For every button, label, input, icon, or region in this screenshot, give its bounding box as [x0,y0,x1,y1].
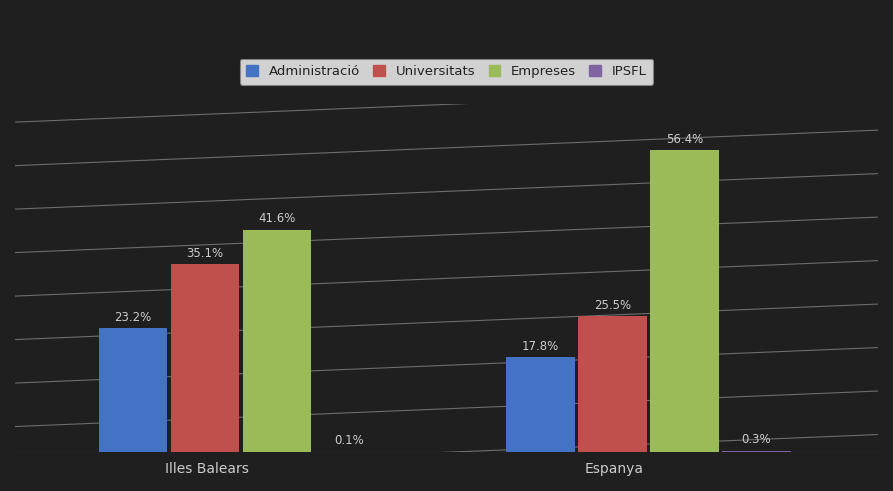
Text: 25.5%: 25.5% [594,299,631,311]
Text: 17.8%: 17.8% [522,340,559,353]
Text: 23.2%: 23.2% [114,311,152,324]
Bar [650,150,719,452]
Text: 56.4%: 56.4% [666,133,703,146]
Text: 35.1%: 35.1% [187,247,223,260]
Bar [243,230,311,452]
Bar [99,328,167,452]
Bar [171,265,239,452]
Bar [579,316,647,452]
Bar [506,357,575,452]
Text: 0.1%: 0.1% [334,435,363,447]
Text: 41.6%: 41.6% [258,212,296,225]
Text: 0.3%: 0.3% [741,434,772,446]
Bar [722,451,790,452]
Legend: Administració, Universitats, Empreses, IPSFL: Administració, Universitats, Empreses, I… [240,59,653,85]
